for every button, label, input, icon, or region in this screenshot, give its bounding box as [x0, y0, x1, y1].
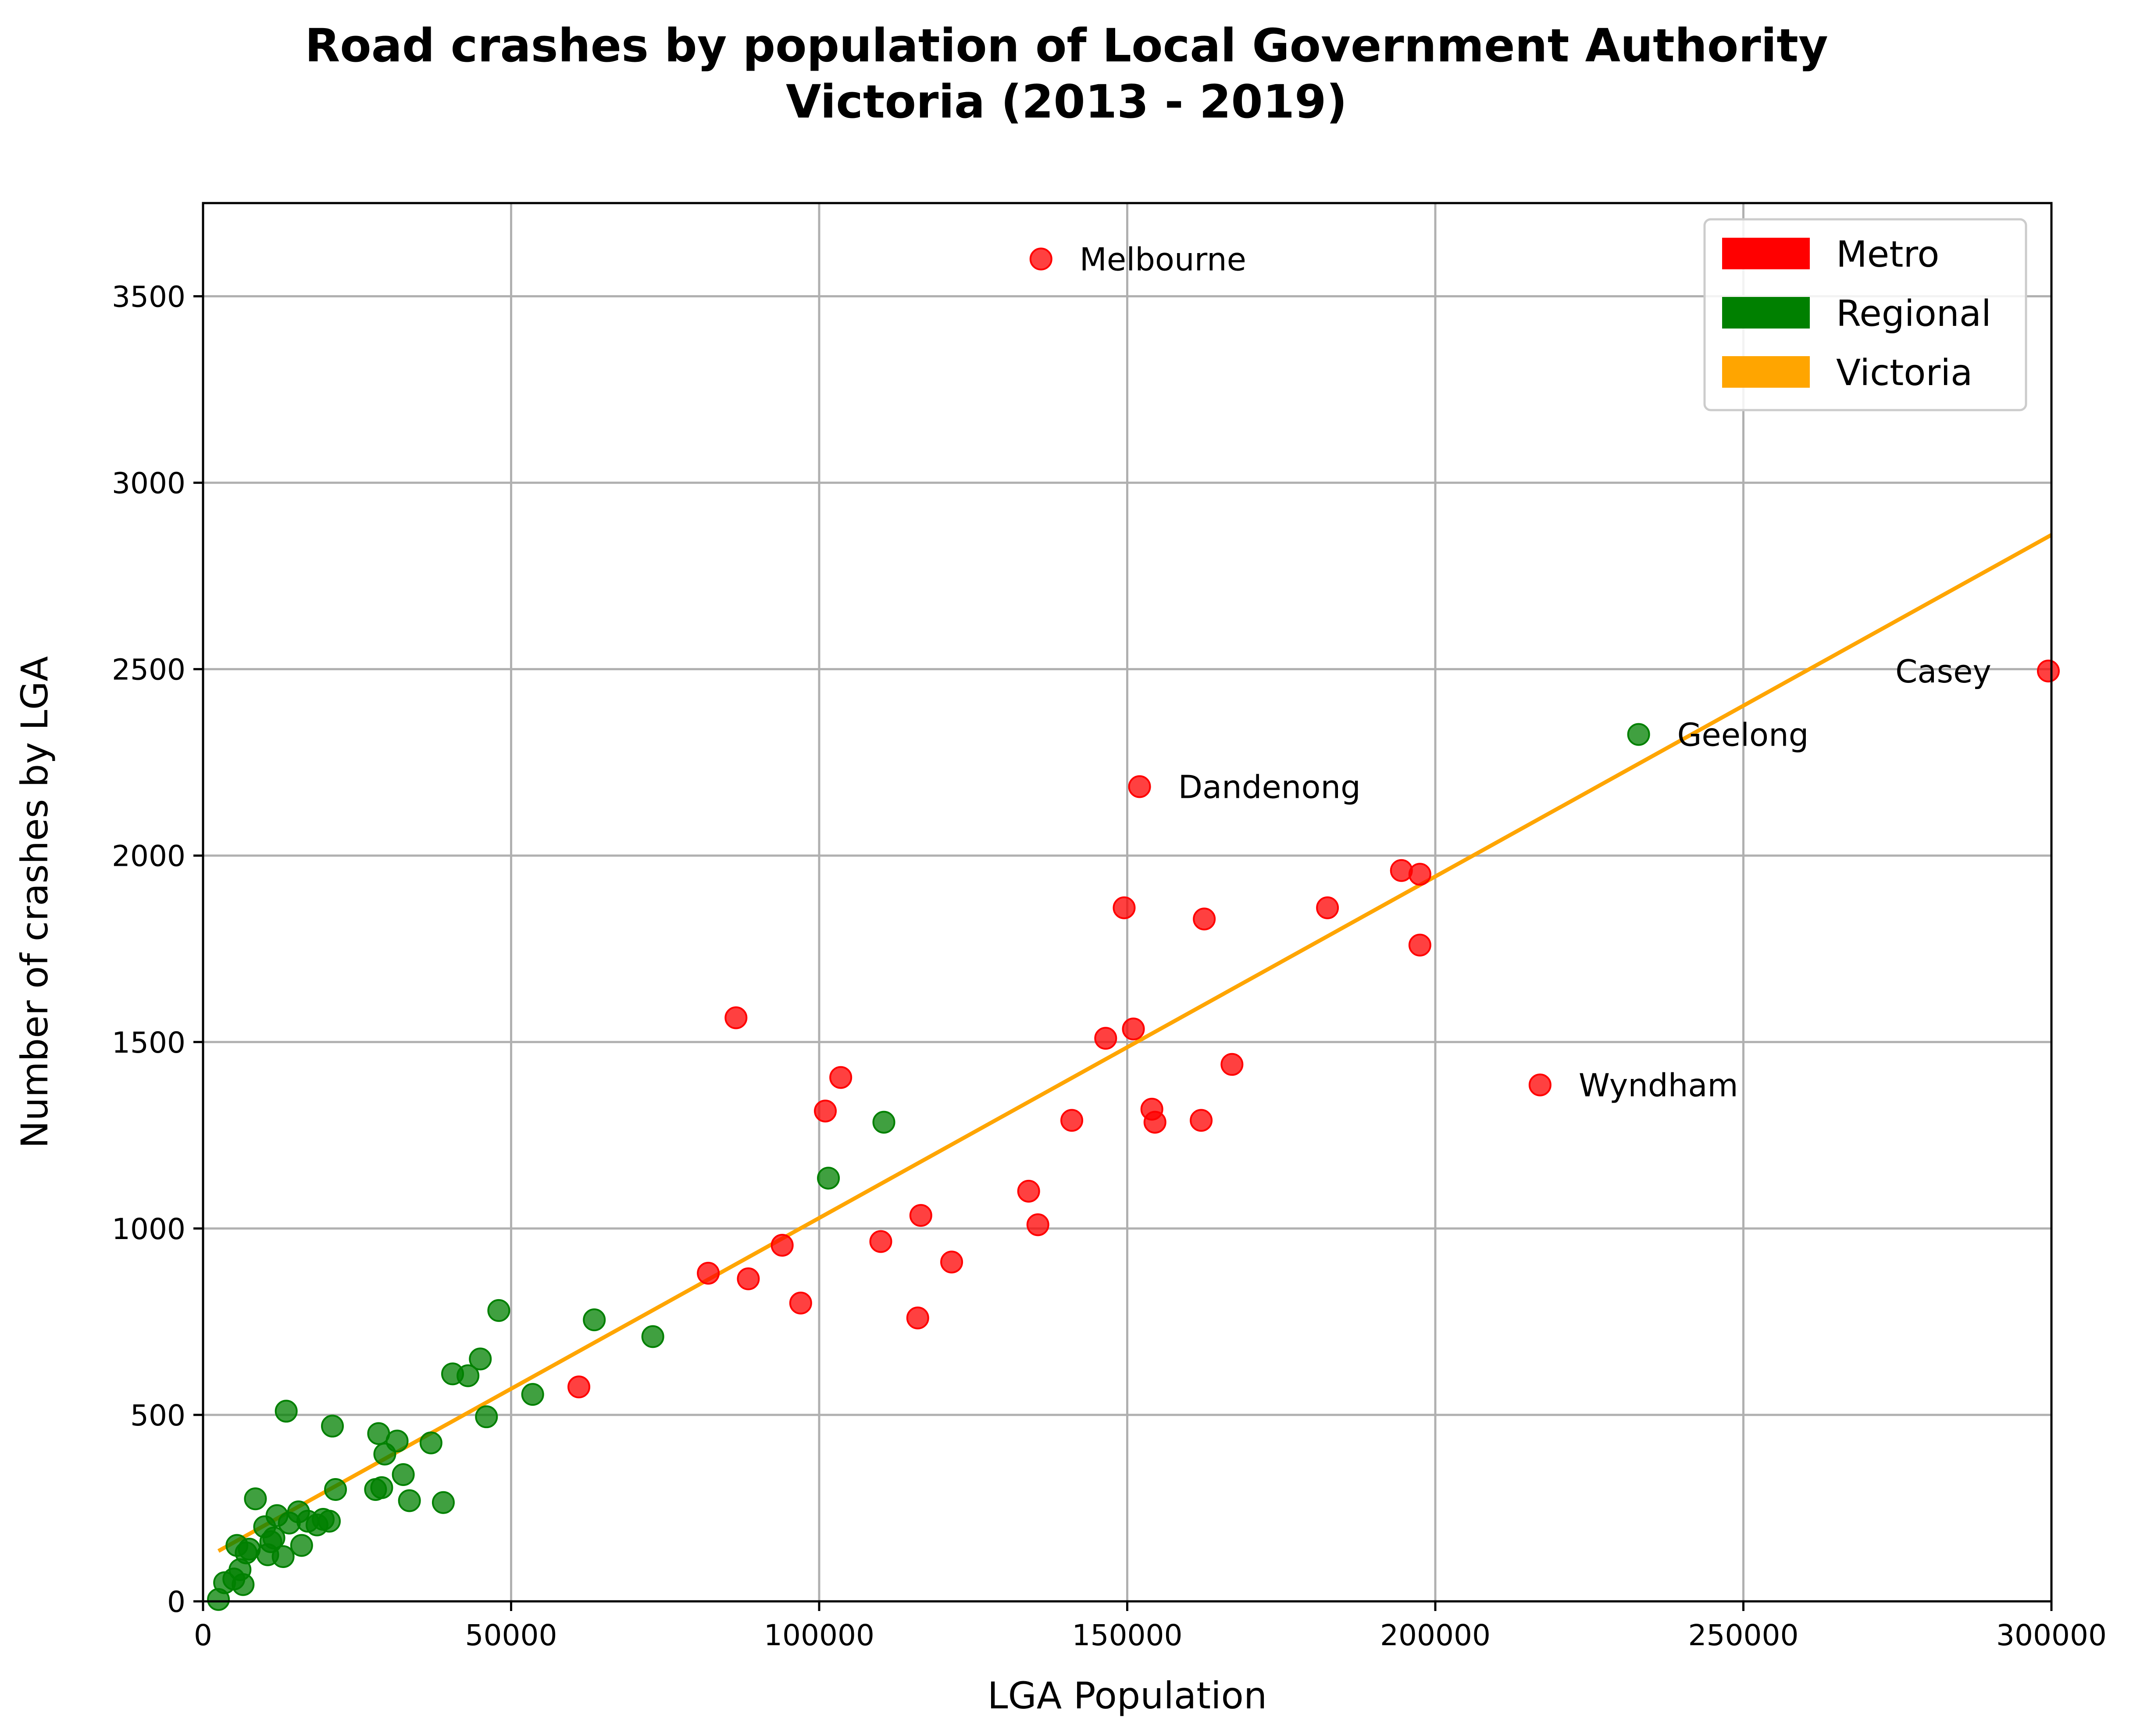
- metro-point: [1017, 1179, 1040, 1203]
- metro-point: [1026, 1213, 1049, 1236]
- x-tick-label: 0: [194, 1618, 212, 1652]
- regional-point: [244, 1487, 267, 1511]
- metro-point: [1143, 1111, 1166, 1134]
- y-tick-label: 500: [130, 1399, 185, 1432]
- point-annotation: Casey: [1895, 653, 1991, 690]
- metro-point: [724, 1006, 748, 1029]
- regional-point: [432, 1491, 455, 1514]
- legend-label-regional: Regional: [1836, 293, 1991, 335]
- metro-point: [909, 1204, 932, 1227]
- legend-label-victoria: Victoria: [1836, 352, 1972, 394]
- metro-point: [1528, 1073, 1552, 1097]
- metro-point: [906, 1306, 929, 1329]
- metro-point: [737, 1267, 760, 1290]
- regional-point: [441, 1362, 464, 1386]
- point-annotation: Dandenong: [1178, 768, 1361, 805]
- chart-title-line: Road crashes by population of Local Gove…: [305, 19, 1828, 72]
- metro-point: [1408, 933, 1431, 957]
- metro-point: [1316, 896, 1339, 919]
- grid-lines: [202, 203, 2053, 1603]
- regional-point: [290, 1534, 313, 1557]
- regional-point: [275, 1400, 298, 1423]
- regional-point: [872, 1111, 895, 1134]
- x-axis-label: LGA Population: [988, 1674, 1267, 1717]
- regional-point: [419, 1431, 442, 1454]
- metro-point: [789, 1291, 812, 1315]
- x-tick-label: 150000: [1072, 1618, 1183, 1652]
- regional-point: [367, 1422, 390, 1445]
- metro-point: [1190, 1109, 1213, 1132]
- legend: Metro Regional Victoria: [1703, 218, 2027, 411]
- regional-point: [475, 1405, 498, 1429]
- metro-point: [940, 1250, 963, 1274]
- legend-label-metro: Metro: [1836, 234, 1939, 275]
- legend-swatch-metro: [1722, 238, 1810, 269]
- metro-point: [1220, 1053, 1244, 1076]
- metro-point: [829, 1066, 852, 1089]
- point-annotation: Geelong: [1677, 716, 1809, 753]
- metro-point: [2037, 659, 2060, 682]
- metro-point: [697, 1261, 720, 1285]
- regional-point: [521, 1383, 544, 1406]
- metro-point: [1113, 896, 1136, 919]
- metro-point: [567, 1375, 591, 1399]
- x-tick-label: 50000: [465, 1618, 557, 1652]
- metro-point: [1193, 907, 1216, 931]
- x-tick-label: 100000: [764, 1618, 874, 1652]
- regional-point: [321, 1415, 344, 1438]
- annotations: Melbourne Dandenong Wyndham Geelong Casey: [1080, 241, 1991, 1104]
- data-points: [207, 247, 2060, 1611]
- regional-point: [364, 1478, 387, 1501]
- axis-ticks: 0 50000 100000 150000 200000 250000 300000 0 500…: [112, 280, 2107, 1652]
- metro-point: [1094, 1027, 1117, 1050]
- trend-line-layer: [217, 533, 2053, 1553]
- y-tick-label: 2000: [112, 839, 185, 873]
- legend-swatch-regional: [1722, 297, 1810, 329]
- point-annotation: Melbourne: [1080, 241, 1246, 278]
- metro-point: [1122, 1018, 1145, 1041]
- regional-point: [817, 1167, 840, 1190]
- regional-point: [641, 1325, 664, 1348]
- metro-point: [869, 1230, 892, 1253]
- trend-line: [217, 533, 2053, 1553]
- regional-point: [583, 1308, 606, 1332]
- y-tick-label: 1000: [112, 1212, 185, 1246]
- x-tick-label: 250000: [1688, 1618, 1799, 1652]
- y-tick-label: 2500: [112, 653, 185, 687]
- y-tick-label: 0: [167, 1585, 185, 1619]
- regional-point: [324, 1478, 347, 1501]
- regional-point: [398, 1489, 421, 1512]
- metro-point: [1060, 1109, 1084, 1132]
- regional-point: [392, 1463, 415, 1486]
- regional-point: [225, 1534, 249, 1557]
- y-tick-label: 3000: [112, 467, 185, 500]
- metro-point: [1128, 775, 1151, 798]
- metro-point: [814, 1100, 837, 1123]
- legend-swatch-victoria: [1722, 356, 1810, 388]
- regional-point: [207, 1588, 230, 1611]
- regional-point: [253, 1515, 276, 1538]
- point-annotation: Wyndham: [1579, 1067, 1738, 1104]
- metro-point: [1408, 863, 1431, 886]
- metro-point: [770, 1234, 794, 1257]
- y-tick-label: 3500: [112, 280, 185, 314]
- metro-point: [1029, 247, 1052, 271]
- x-tick-label: 300000: [1996, 1618, 2107, 1652]
- y-axis-label: Number of crashes by LGA: [13, 656, 56, 1148]
- x-tick-label: 200000: [1380, 1618, 1491, 1652]
- regional-point: [373, 1443, 396, 1466]
- regional-point: [1627, 723, 1650, 746]
- metro-point: [1390, 859, 1413, 882]
- chart-title-line: Victoria (2013 - 2019): [786, 75, 1347, 129]
- chart-title: Road crashes by population of Local Gove…: [305, 19, 1828, 129]
- y-tick-label: 1500: [112, 1026, 185, 1060]
- regional-point: [469, 1347, 492, 1371]
- regional-point: [487, 1299, 510, 1322]
